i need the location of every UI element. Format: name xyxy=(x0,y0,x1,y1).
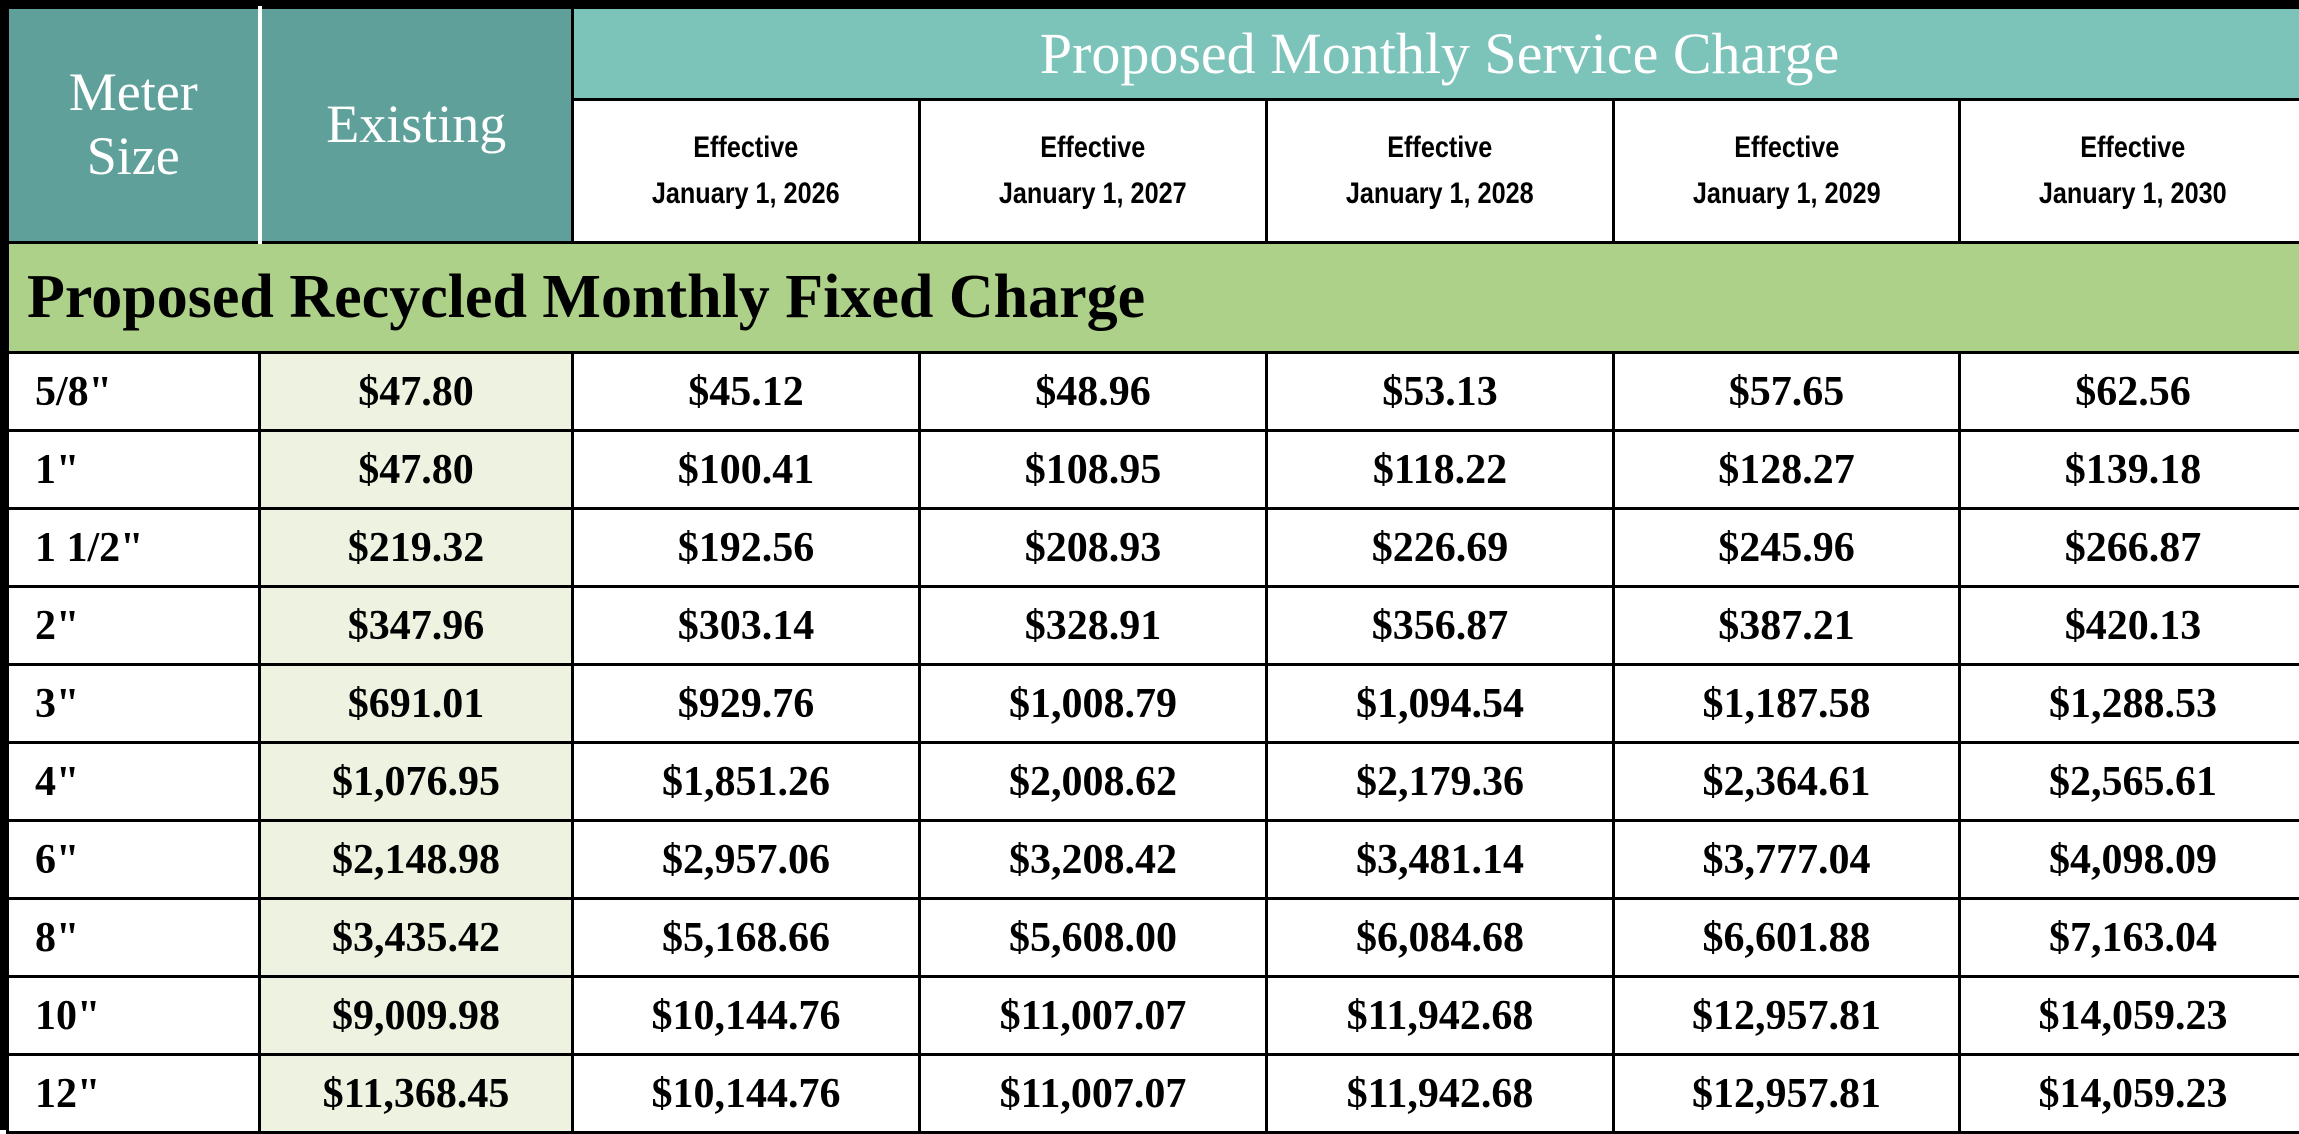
table-row: 3" $691.01 $929.76 $1,008.79 $1,094.54 $… xyxy=(8,665,2299,743)
charge-cell-2026: $100.41 xyxy=(573,431,920,509)
col-group-header-proposed-monthly-service-charge: Proposed Monthly Service Charge xyxy=(573,8,2299,100)
charge-cell-2030: $7,163.04 xyxy=(1960,899,2299,977)
charge-cell-2026: $10,144.76 xyxy=(573,1055,920,1133)
charge-cell-2030: $2,565.61 xyxy=(1960,743,2299,821)
charge-cell-2027: $108.95 xyxy=(920,431,1267,509)
meter-size-cell: 1" xyxy=(8,431,260,509)
meter-size-cell: 2" xyxy=(8,587,260,665)
existing-charge-cell: $47.80 xyxy=(260,353,573,431)
existing-charge-cell: $47.80 xyxy=(260,431,573,509)
existing-charge-cell: $347.96 xyxy=(260,587,573,665)
charge-cell-2026: $10,144.76 xyxy=(573,977,920,1055)
charge-cell-2026: $303.14 xyxy=(573,587,920,665)
existing-charge-cell: $1,076.95 xyxy=(260,743,573,821)
charge-cell-2026: $1,851.26 xyxy=(573,743,920,821)
charge-cell-2030: $4,098.09 xyxy=(1960,821,2299,899)
meter-size-cell: 3" xyxy=(8,665,260,743)
existing-charge-cell: $219.32 xyxy=(260,509,573,587)
existing-charge-cell: $3,435.42 xyxy=(260,899,573,977)
charge-cell-2026: $5,168.66 xyxy=(573,899,920,977)
col-header-effective-2030: Effective January 1, 2030 xyxy=(1960,100,2299,243)
charge-cell-2027: $48.96 xyxy=(920,353,1267,431)
section-header-proposed-recycled-monthly-fixed-charge: Proposed Recycled Monthly Fixed Charge xyxy=(8,243,2299,353)
meter-size-cell: 5/8" xyxy=(8,353,260,431)
col-header-effective-2029: Effective January 1, 2029 xyxy=(1614,100,1960,243)
existing-charge-cell: $11,368.45 xyxy=(260,1055,573,1133)
charge-cell-2027: $1,008.79 xyxy=(920,665,1267,743)
charge-cell-2028: $226.69 xyxy=(1267,509,1614,587)
charge-cell-2029: $6,601.88 xyxy=(1614,899,1960,977)
charge-cell-2027: $5,608.00 xyxy=(920,899,1267,977)
col-header-effective-2028: Effective January 1, 2028 xyxy=(1267,100,1614,243)
meter-size-cell: 12" xyxy=(8,1055,260,1133)
meter-size-cell: 1 1/2" xyxy=(8,509,260,587)
col-header-existing: Existing xyxy=(260,8,573,243)
charge-cell-2029: $12,957.81 xyxy=(1614,1055,1960,1133)
section-header-row: Proposed Recycled Monthly Fixed Charge xyxy=(8,243,2299,353)
charge-cell-2026: $45.12 xyxy=(573,353,920,431)
charge-cell-2027: $328.91 xyxy=(920,587,1267,665)
meter-size-cell: 10" xyxy=(8,977,260,1055)
table-row: 1" $47.80 $100.41 $108.95 $118.22 $128.2… xyxy=(8,431,2299,509)
charge-cell-2027: $3,208.42 xyxy=(920,821,1267,899)
effective-2029-label: Effective January 1, 2029 xyxy=(1693,125,1881,218)
charge-cell-2030: $139.18 xyxy=(1960,431,2299,509)
charge-cell-2029: $245.96 xyxy=(1614,509,1960,587)
charge-cell-2028: $118.22 xyxy=(1267,431,1614,509)
charge-cell-2027: $2,008.62 xyxy=(920,743,1267,821)
effective-2030-label: Effective January 1, 2030 xyxy=(2039,125,2227,218)
charge-cell-2026: $929.76 xyxy=(573,665,920,743)
existing-charge-cell: $691.01 xyxy=(260,665,573,743)
existing-charge-cell: $2,148.98 xyxy=(260,821,573,899)
charge-cell-2030: $420.13 xyxy=(1960,587,2299,665)
effective-2028-label: Effective January 1, 2028 xyxy=(1346,125,1534,218)
charge-cell-2028: $1,094.54 xyxy=(1267,665,1614,743)
table-row: 12" $11,368.45 $10,144.76 $11,007.07 $11… xyxy=(8,1055,2299,1133)
charge-cell-2027: $11,007.07 xyxy=(920,1055,1267,1133)
meter-size-cell: 6" xyxy=(8,821,260,899)
charge-cell-2029: $128.27 xyxy=(1614,431,1960,509)
charge-cell-2029: $387.21 xyxy=(1614,587,1960,665)
charge-cell-2028: $2,179.36 xyxy=(1267,743,1614,821)
charge-cell-2030: $1,288.53 xyxy=(1960,665,2299,743)
charge-cell-2030: $14,059.23 xyxy=(1960,977,2299,1055)
effective-2026-label: Effective January 1, 2026 xyxy=(652,125,840,218)
rate-table: Meter Size Existing Proposed Monthly Ser… xyxy=(6,6,2299,1134)
existing-charge-cell: $9,009.98 xyxy=(260,977,573,1055)
charge-cell-2026: $192.56 xyxy=(573,509,920,587)
charge-cell-2029: $2,364.61 xyxy=(1614,743,1960,821)
col-header-effective-2027: Effective January 1, 2027 xyxy=(920,100,1267,243)
meter-size-cell: 8" xyxy=(8,899,260,977)
charge-cell-2028: $11,942.68 xyxy=(1267,977,1614,1055)
header-row-group: Meter Size Existing Proposed Monthly Ser… xyxy=(8,8,2299,100)
table-row: 2" $347.96 $303.14 $328.91 $356.87 $387.… xyxy=(8,587,2299,665)
charge-cell-2026: $2,957.06 xyxy=(573,821,920,899)
charge-cell-2027: $11,007.07 xyxy=(920,977,1267,1055)
col-header-meter-size: Meter Size xyxy=(8,8,260,243)
charge-cell-2028: $3,481.14 xyxy=(1267,821,1614,899)
table-row: 8" $3,435.42 $5,168.66 $5,608.00 $6,084.… xyxy=(8,899,2299,977)
charge-cell-2028: $6,084.68 xyxy=(1267,899,1614,977)
charge-cell-2029: $57.65 xyxy=(1614,353,1960,431)
charge-cell-2028: $356.87 xyxy=(1267,587,1614,665)
charge-cell-2030: $62.56 xyxy=(1960,353,2299,431)
charge-cell-2029: $12,957.81 xyxy=(1614,977,1960,1055)
charge-cell-2027: $208.93 xyxy=(920,509,1267,587)
meter-size-cell: 4" xyxy=(8,743,260,821)
charge-cell-2028: $53.13 xyxy=(1267,353,1614,431)
charge-cell-2030: $14,059.23 xyxy=(1960,1055,2299,1133)
charge-cell-2030: $266.87 xyxy=(1960,509,2299,587)
col-header-effective-2026: Effective January 1, 2026 xyxy=(573,100,920,243)
table-row: 6" $2,148.98 $2,957.06 $3,208.42 $3,481.… xyxy=(8,821,2299,899)
effective-2027-label: Effective January 1, 2027 xyxy=(999,125,1187,218)
charge-cell-2028: $11,942.68 xyxy=(1267,1055,1614,1133)
table-row: 5/8" $47.80 $45.12 $48.96 $53.13 $57.65 … xyxy=(8,353,2299,431)
charge-cell-2029: $1,187.58 xyxy=(1614,665,1960,743)
charge-cell-2029: $3,777.04 xyxy=(1614,821,1960,899)
table-row: 4" $1,076.95 $1,851.26 $2,008.62 $2,179.… xyxy=(8,743,2299,821)
table-row: 1 1/2" $219.32 $192.56 $208.93 $226.69 $… xyxy=(8,509,2299,587)
table-row: 10" $9,009.98 $10,144.76 $11,007.07 $11,… xyxy=(8,977,2299,1055)
